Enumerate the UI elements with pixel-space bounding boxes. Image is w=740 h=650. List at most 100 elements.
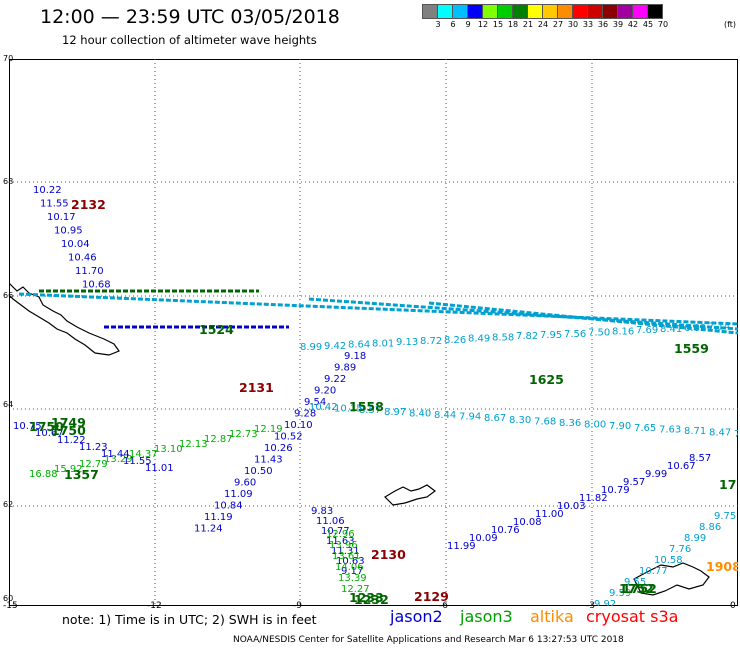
swh-value-label: 11.01 (145, 463, 174, 474)
pass-time-label: 1524 (199, 322, 234, 337)
swh-value-label: 10.67 (35, 428, 64, 439)
swh-value-label: 9.28 (294, 409, 316, 420)
swh-value-label: 8.41 (660, 324, 682, 335)
credit-line: NOAA/NESDIS Center for Satellite Applica… (233, 635, 624, 645)
legend-altika: altika (530, 607, 574, 626)
dense-track-band (18, 292, 738, 326)
swh-value-label: 11.99 (447, 541, 476, 552)
swh-value-label: 8.86 (699, 522, 721, 533)
swh-value-label: 8.72 (420, 336, 442, 347)
swh-value-label: 11.43 (254, 455, 283, 466)
swh-value-label: 16.88 (29, 469, 58, 480)
scale-swatch (497, 4, 513, 19)
swh-value-label: 7.65 (634, 423, 656, 434)
swh-value-label: 11.22 (57, 435, 86, 446)
swh-value-label: 7.82 (516, 331, 538, 342)
faroe-islands (384, 484, 436, 506)
map-gridlines (9, 59, 738, 606)
scale-swatch (617, 4, 633, 19)
swh-value-label: 11.23 (79, 442, 108, 453)
swh-value-label: 15.92 (54, 464, 83, 475)
swh-value-label: 9.22 (324, 374, 346, 385)
swh-value-label: 12.96 (326, 529, 355, 540)
scale-label: 21 (522, 20, 534, 29)
swh-value-label: 12.87 (204, 434, 233, 445)
swh-value-label: 12.73 (229, 429, 258, 440)
swh-value-label: 7.63 (659, 424, 681, 435)
scale-unit: (ft) (723, 20, 737, 29)
swh-value-label: 9.60 (234, 478, 256, 489)
pass-time-label: 1752 (619, 581, 654, 596)
swh-value-label: 7.50 (588, 328, 610, 339)
iceland-coastline (9, 282, 120, 356)
lat-label-70: 70 (3, 54, 14, 63)
swh-value-label: 10.10 (284, 420, 313, 431)
swh-value-label: 8.47 (709, 428, 731, 439)
scale-label: 9 (465, 20, 471, 29)
swh-value-label: 11.09 (224, 489, 253, 500)
swh-value-label: 9.13 (396, 337, 418, 348)
swh-value-label: 10.76 (491, 525, 520, 536)
scale-swatch (482, 4, 498, 19)
scale-swatch (587, 4, 603, 19)
swh-value-label: 13.61 (332, 551, 361, 562)
swh-value-label: 10.08 (513, 517, 542, 528)
swh-value-label: 12.79 (79, 459, 108, 470)
swh-value-label: 7.94 (459, 412, 481, 423)
swh-value-label: 10.84 (214, 501, 243, 512)
swh-value-label: 8.57 (689, 453, 711, 464)
swh-value-label: 12.13 (179, 439, 208, 450)
scale-label: 6 (450, 20, 456, 29)
scale-swatch (647, 4, 663, 19)
swh-value-label: 8.99 (300, 342, 322, 353)
scale-swatch (527, 4, 543, 19)
legend-cryosat-s3a: cryosat s3a (586, 607, 679, 626)
swh-value-label: 7.34 (734, 429, 738, 440)
swh-value-label: 11.00 (535, 509, 564, 520)
lat-label-66: 66 (3, 291, 14, 300)
swh-value-label: 7.68 (534, 416, 556, 427)
lon-label-minus12: -12 (147, 601, 162, 611)
swh-value-label: 8.36 (559, 418, 581, 429)
map-subtitle: 12 hour collection of altimeter wave hei… (62, 33, 317, 47)
scale-label: 39 (612, 20, 624, 29)
swh-value-label: 9.42 (324, 341, 346, 352)
swh-value-label: 7.69 (636, 325, 658, 336)
scale-swatch (602, 4, 618, 19)
swh-value-label: 9.20 (314, 386, 336, 397)
swh-value-label: 12.27 (341, 584, 370, 595)
pass-time-label: 1625 (529, 372, 564, 387)
scale-label: 30 (567, 20, 579, 29)
swh-value-label: 11.82 (579, 493, 608, 504)
swh-value-label: 10.58 (654, 555, 683, 566)
pass-time-label: 1750 (51, 423, 86, 438)
swh-value-label: 8.58 (492, 332, 514, 343)
swh-value-label: 9.18 (344, 351, 366, 362)
dense-track-band (428, 301, 738, 335)
lat-label-64: 64 (3, 400, 14, 409)
swh-value-label: 9.55 (624, 577, 646, 588)
swh-value-label: 11.24 (194, 524, 223, 535)
swh-value-label: 12.19 (254, 424, 283, 435)
pass-time-label: 2129 (414, 589, 449, 604)
pass-time-label: 1559 (674, 341, 709, 356)
altimeter-track-marks: 10.22 11.55 10.17 10.95 10.04 10.46 11.70 10.68… (13, 185, 738, 606)
scotland-coastline (633, 562, 710, 596)
pass-time-label: 1233 (349, 590, 384, 605)
swh-value-label: 13.39 (338, 573, 367, 584)
swh-value-label: 13.96 (329, 540, 358, 551)
swh-value-label: 10.42 (309, 402, 338, 413)
pass-time-label: 1750 (29, 419, 64, 434)
swh-value-label: 10.04 (61, 239, 90, 250)
scale-swatch (422, 4, 438, 19)
swh-value-label: 10.75 (13, 421, 42, 432)
swh-value-label: 10.77 (639, 566, 668, 577)
swh-value-label: 9.59 (609, 588, 631, 599)
swh-value-label: 8.67 (484, 413, 506, 424)
swh-value-label: 10.22 (33, 185, 62, 196)
swh-value-label: 10.52 (274, 432, 303, 443)
pass-time-label: 1232 (354, 592, 389, 606)
scale-swatch (467, 4, 483, 19)
pass-time-label: 1749 (51, 415, 86, 430)
scale-swatch (542, 4, 558, 19)
